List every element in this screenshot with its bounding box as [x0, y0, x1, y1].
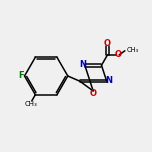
Text: N: N	[79, 60, 86, 69]
Text: CH₃: CH₃	[25, 101, 38, 107]
Text: N: N	[105, 76, 112, 85]
Text: CH₃: CH₃	[127, 47, 139, 53]
Text: O: O	[90, 89, 97, 98]
Text: O: O	[115, 50, 122, 59]
Text: O: O	[104, 39, 111, 48]
Text: F: F	[18, 71, 24, 81]
